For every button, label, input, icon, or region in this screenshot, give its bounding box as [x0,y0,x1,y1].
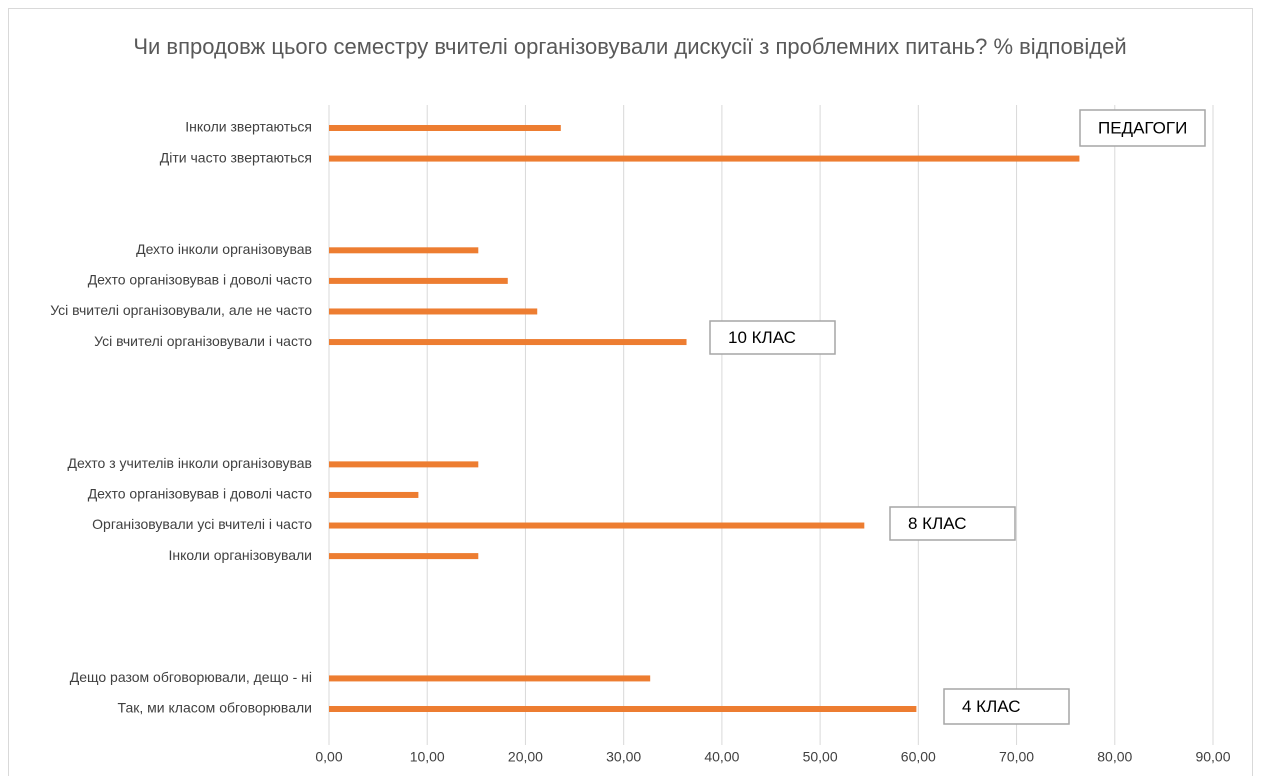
y-tick-label: Так, ми класом обговорювали [118,700,312,716]
x-tick-label: 40,00 [704,749,739,765]
chart-title: Чи впродовж цього семестру вчителі орган… [133,34,1127,59]
x-tick-label: 0,00 [315,749,342,765]
annotation-box [709,320,836,355]
x-tick-label: 50,00 [803,749,838,765]
bar [329,461,479,468]
bar [329,339,687,346]
x-tick-label: 60,00 [901,749,936,765]
bar [329,308,538,315]
annotation-box [1079,109,1206,147]
bar [329,125,561,131]
bar [329,522,865,529]
x-tick-label: 80,00 [1097,749,1132,765]
annotation-box [943,688,1070,725]
bar [329,553,479,560]
y-tick-label: Інколи організовували [169,547,313,563]
x-tick-label: 20,00 [508,749,543,765]
x-tick-label: 70,00 [999,749,1034,765]
y-tick-label: Усі вчителі організовували, але не часто [50,302,312,318]
annotation: 4 КЛАС [962,697,1020,716]
x-tick-label: 30,00 [606,749,641,765]
bar [329,155,1080,162]
bar [329,675,651,682]
y-tick-label: Організовували усі вчителі і часто [92,516,312,532]
bar [329,706,917,712]
y-tick-label: Дещо разом обговорювали, дещо - ні [70,669,312,685]
y-tick-label: Дехто організовував і доволі часто [88,272,313,288]
y-tick-label: Усі вчителі організовували і часто [94,333,312,349]
y-tick-label: Дехто організовував і доволі часто [88,486,313,502]
y-tick-label: Інколи звертаються [185,119,312,135]
annotation: 10 КЛАС [728,328,796,347]
bar [329,277,508,284]
chart-border [8,8,1253,776]
annotation: ПЕДАГОГИ [1098,118,1187,137]
y-tick-label: Дехто інколи організовував [136,241,312,257]
annotation-box [889,506,1016,541]
bar [329,491,419,498]
bar [329,247,479,254]
x-tick-label: 10,00 [410,749,445,765]
y-tick-label: Дехто з учителів інколи організовував [67,455,312,471]
x-tick-label: 90,00 [1195,749,1230,765]
y-tick-label: Діти часто звертаються [160,149,312,165]
annotation: 8 КЛАС [908,514,966,533]
